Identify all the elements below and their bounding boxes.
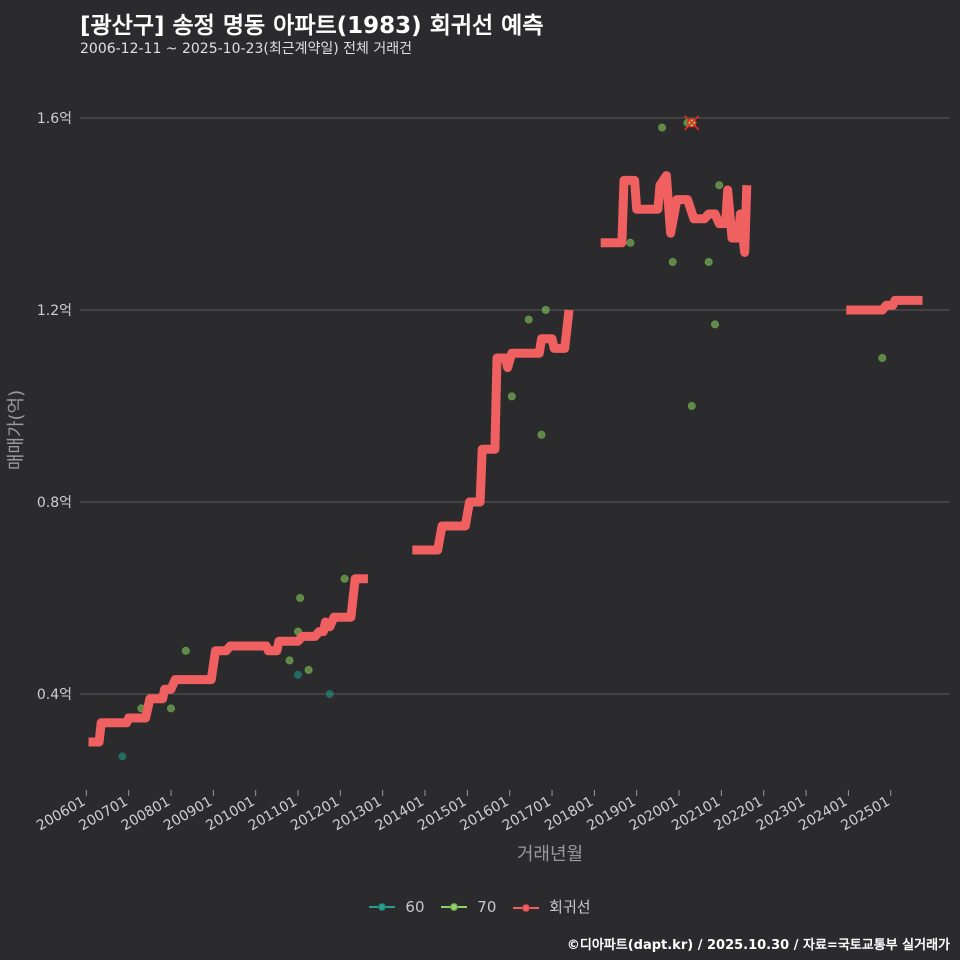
scatter-point-70 [704, 258, 713, 266]
scatter-point-70 [304, 666, 313, 674]
x-axis-title: 거래년월 [517, 844, 583, 865]
scatter-point-70 [507, 392, 516, 401]
legend-label-60: 60 [405, 897, 425, 916]
chart-subtitle: 2006-12-11 ~ 2025-10-23(최근계약일) 전체 거래건 [80, 41, 412, 57]
legend-label-regression: 회귀선 [549, 898, 591, 916]
x-mark-stroke [684, 115, 700, 131]
scatter-point-70 [668, 258, 677, 266]
scatter-point-70 [878, 354, 887, 362]
scatter-point-60 [325, 690, 334, 698]
regression-line-segment [846, 295, 923, 315]
scatter-point-70 [296, 594, 305, 602]
legend-swatch-regression [513, 903, 540, 912]
scatter-point-70 [167, 704, 176, 713]
latest-transaction-marker [684, 115, 700, 131]
chart-title: [광산구] 송정 명동 아파트(1983) 회귀선 예측 [80, 13, 544, 39]
scatter-point-70 [711, 320, 720, 329]
scatter-point-70 [541, 306, 550, 314]
regression-line-segment [412, 309, 574, 555]
scatter-point-60 [294, 670, 303, 679]
legend-label-70: 70 [477, 897, 497, 916]
scatter-point-60 [118, 752, 127, 761]
legend-swatch-60 [369, 903, 396, 911]
legend-swatch-70 [441, 903, 468, 911]
legend-item-60[interactable]: 60 [369, 897, 425, 916]
scatter-point-70 [537, 430, 546, 439]
y-axis-title: 매매가(억) [6, 390, 27, 470]
legend-item-70[interactable]: 70 [441, 898, 496, 916]
scatter-point-70 [626, 238, 635, 247]
regression-line-segment [600, 171, 752, 257]
scatter-point-70 [715, 181, 724, 190]
y-tick-label: 0.8억 [37, 495, 72, 511]
scatter-point-70 [285, 656, 294, 665]
legend-item-regression[interactable]: 회귀선 [513, 896, 591, 917]
y-tick-label: 1.2억 [37, 303, 72, 319]
y-tick-label: 1.6억 [37, 111, 72, 127]
x-tick-label: 202501 [838, 794, 892, 835]
legend: 60 70 회귀선 [0, 896, 960, 917]
source-caption: ©디아파트(dapt.kr) / 2025.10.30 / 자료=국토교통부 실… [566, 938, 950, 953]
scatter-point-70 [524, 315, 533, 324]
y-tick-label: 0.4억 [37, 687, 72, 703]
scatter-point-70 [658, 123, 667, 132]
scatter-point-70 [181, 646, 190, 655]
scatter-point-70 [687, 402, 696, 410]
regression-line-segment [88, 574, 368, 747]
scatter-point-70 [340, 574, 349, 583]
